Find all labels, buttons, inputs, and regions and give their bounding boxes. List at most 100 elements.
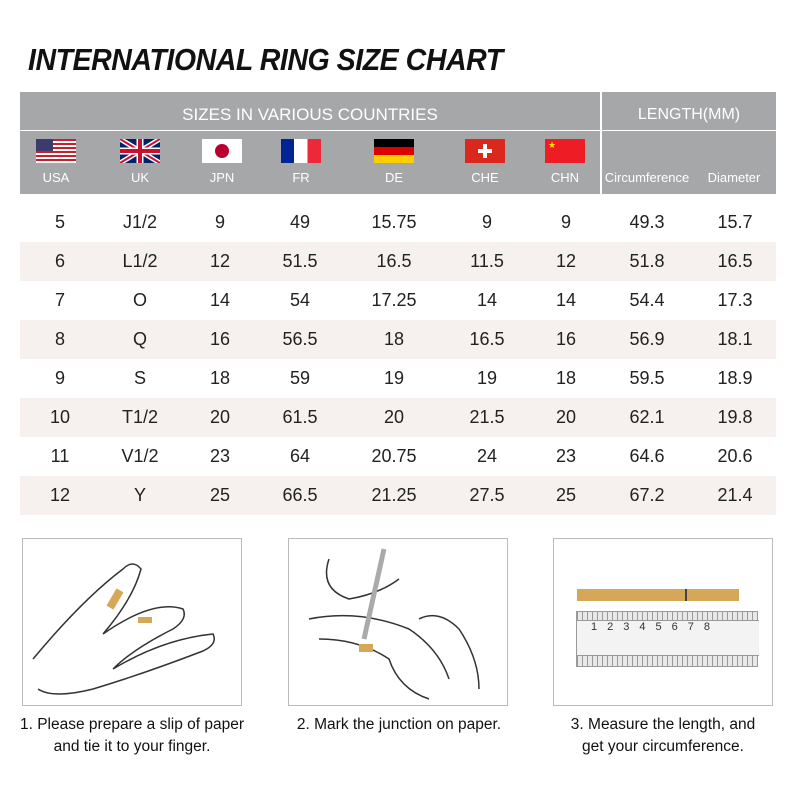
table-cell: Q bbox=[132, 329, 147, 349]
table-cell: 9 bbox=[560, 212, 571, 232]
table-cell: 54.4 bbox=[629, 290, 665, 310]
table-cell: 49 bbox=[289, 212, 311, 232]
table-cell: 67.2 bbox=[629, 485, 665, 505]
table-header: SIZES IN VARIOUS COUNTRIES LENGTH(MM) US… bbox=[20, 92, 776, 194]
table-cell: 8 bbox=[54, 329, 65, 349]
germany-flag-icon bbox=[374, 139, 414, 163]
ruler-icon: 12345678 bbox=[576, 611, 759, 667]
table-row: 8 Q 16 56.5 18 16.5 16 56.9 18.1 bbox=[20, 320, 776, 359]
col-uk: UK bbox=[100, 131, 180, 185]
table-cell: 56.5 bbox=[282, 329, 318, 349]
table-cell: 14 bbox=[209, 290, 231, 310]
table-cell: 23 bbox=[209, 446, 231, 466]
table-cell: 21.4 bbox=[717, 485, 753, 505]
table-cell: 20.6 bbox=[717, 446, 753, 466]
col-fr: FR bbox=[261, 131, 341, 185]
table-cell: 9 bbox=[214, 212, 225, 232]
col-che: CHE bbox=[445, 131, 525, 185]
col-chn: ★ CHN bbox=[525, 131, 605, 185]
table-cell: O bbox=[132, 290, 147, 310]
table-cell: 9 bbox=[481, 212, 492, 232]
step-2-caption: 2. Mark the junction on paper. bbox=[296, 716, 502, 733]
step-1-caption: 1. Please prepare a slip of paper and tie… bbox=[19, 716, 245, 755]
col-label: DE bbox=[384, 170, 404, 185]
table-row: 5 J1/2 9 49 15.75 9 9 49.3 15.7 bbox=[20, 203, 776, 242]
usa-flag-icon bbox=[36, 139, 76, 163]
col-diameter: Diameter bbox=[707, 170, 761, 185]
table-cell: 15.7 bbox=[717, 212, 753, 232]
sizes-heading: SIZES IN VARIOUS COUNTRIES bbox=[182, 105, 438, 124]
table-cell: 14 bbox=[555, 290, 577, 310]
table-cell: 66.5 bbox=[282, 485, 318, 505]
switzerland-flag-icon bbox=[465, 139, 505, 163]
table-cell: 19 bbox=[476, 368, 498, 388]
table-cell: 59 bbox=[289, 368, 311, 388]
table-cell: 25 bbox=[555, 485, 577, 505]
table-cell: 6 bbox=[54, 251, 65, 271]
table-cell: 18 bbox=[383, 329, 405, 349]
table-cell: 10 bbox=[49, 407, 71, 427]
china-flag-icon: ★ bbox=[545, 139, 585, 163]
length-heading: LENGTH(MM) bbox=[637, 106, 741, 123]
col-jpn: JPN bbox=[182, 131, 262, 185]
table-cell: 27.5 bbox=[469, 485, 505, 505]
table-cell: 19 bbox=[383, 368, 405, 388]
table-cell: 16.5 bbox=[469, 329, 505, 349]
table-cell: 64.6 bbox=[629, 446, 665, 466]
table-cell: 24 bbox=[476, 446, 498, 466]
table-cell: 15.75 bbox=[371, 212, 417, 232]
table-cell: Y bbox=[133, 485, 146, 505]
japan-flag-icon bbox=[202, 139, 242, 163]
table-cell: J1/2 bbox=[122, 212, 158, 232]
table-cell: 54 bbox=[289, 290, 311, 310]
page-title: INTERNATIONAL RING SIZE CHART bbox=[28, 42, 503, 77]
table-cell: 49.3 bbox=[629, 212, 665, 232]
table-cell: 18 bbox=[555, 368, 577, 388]
table-cell: 17.3 bbox=[717, 290, 753, 310]
table-cell: S bbox=[133, 368, 146, 388]
col-usa: USA bbox=[16, 131, 96, 185]
size-table: 5 J1/2 9 49 15.75 9 9 49.3 15.7 6 L1/2 12 51.5 16.5 11… bbox=[20, 203, 776, 515]
col-de: DE bbox=[354, 131, 434, 185]
france-flag-icon bbox=[281, 139, 321, 163]
table-cell: 16.5 bbox=[376, 251, 412, 271]
table-cell: 11.5 bbox=[470, 251, 504, 271]
table-row: 10 T1/2 20 61.5 20 21.5 20 62.1 19.8 bbox=[20, 398, 776, 437]
table-row: 7 O 14 54 17.25 14 14 54.4 17.3 bbox=[20, 281, 776, 320]
table-cell: 23 bbox=[555, 446, 577, 466]
table-cell: 9 bbox=[54, 368, 65, 388]
table-cell: 12 bbox=[555, 251, 577, 271]
table-cell: 59.5 bbox=[629, 368, 665, 388]
step-1-illustration bbox=[22, 538, 242, 706]
table-cell: 12 bbox=[49, 485, 71, 505]
table-cell: V1/2 bbox=[121, 446, 159, 466]
table-cell: 56.9 bbox=[629, 329, 665, 349]
table-cell: 5 bbox=[54, 212, 65, 232]
step-3-caption: 3. Measure the length, and get your circu… bbox=[570, 716, 756, 755]
table-row: 9 S 18 59 19 19 18 59.5 18.9 bbox=[20, 359, 776, 398]
table-cell: 16 bbox=[555, 329, 577, 349]
table-cell: 19.8 bbox=[717, 407, 753, 427]
table-row: 12 Y 25 66.5 21.25 27.5 25 67.2 21.4 bbox=[20, 476, 776, 515]
table-cell: 7 bbox=[54, 290, 65, 310]
table-cell: L1/2 bbox=[122, 251, 158, 271]
table-cell: 21.25 bbox=[371, 485, 417, 505]
table-cell: 51.8 bbox=[629, 251, 665, 271]
table-cell: 16.5 bbox=[717, 251, 753, 271]
col-circumference: Circumference bbox=[604, 170, 690, 185]
table-cell: 16 bbox=[209, 329, 231, 349]
paper-strip bbox=[577, 589, 739, 601]
step-3-illustration: 12345678 bbox=[553, 538, 773, 706]
table-cell: 20.75 bbox=[371, 446, 417, 466]
table-cell: 18.9 bbox=[717, 368, 753, 388]
uk-flag-icon bbox=[120, 139, 160, 163]
table-cell: 12 bbox=[209, 251, 231, 271]
step-2-illustration bbox=[288, 538, 508, 706]
table-cell: 11 bbox=[50, 446, 70, 466]
table-cell: 18 bbox=[209, 368, 231, 388]
col-label: USA bbox=[42, 170, 70, 185]
table-cell: 20 bbox=[209, 407, 231, 427]
col-label: CHE bbox=[471, 170, 499, 185]
table-cell: 14 bbox=[476, 290, 498, 310]
table-cell: 62.1 bbox=[629, 407, 665, 427]
